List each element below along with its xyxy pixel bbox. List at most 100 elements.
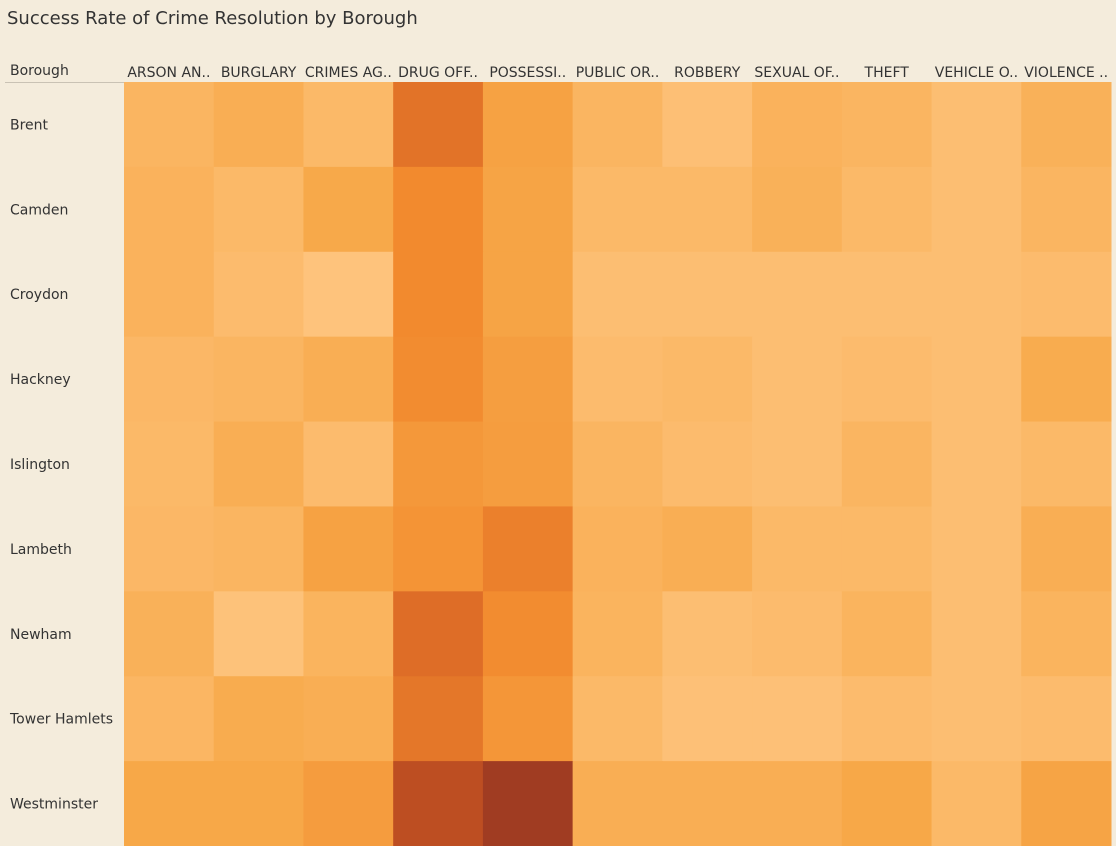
heatmap-cell[interactable] — [1021, 761, 1112, 846]
heatmap-cell[interactable] — [393, 676, 484, 762]
heatmap-cell[interactable] — [393, 506, 484, 592]
heatmap-cell[interactable] — [572, 421, 663, 507]
heatmap-cell[interactable] — [752, 421, 843, 507]
heatmap-cell[interactable] — [393, 336, 484, 423]
heatmap-cell[interactable] — [841, 166, 933, 253]
heatmap-cell[interactable] — [124, 506, 215, 592]
heatmap-cell[interactable] — [841, 591, 933, 677]
heatmap-cell[interactable] — [752, 336, 843, 423]
heatmap-cell[interactable] — [213, 82, 304, 168]
heatmap-cell[interactable] — [213, 336, 304, 423]
heatmap-cell[interactable] — [303, 506, 394, 592]
heatmap-cell[interactable] — [841, 336, 933, 423]
heatmap-cell[interactable] — [841, 761, 933, 846]
heatmap-cell[interactable] — [752, 591, 843, 677]
heatmap-cell[interactable] — [393, 82, 484, 168]
heatmap-cell[interactable] — [482, 251, 574, 338]
heatmap-cell[interactable] — [752, 251, 843, 338]
heatmap-cell[interactable] — [841, 82, 933, 168]
heatmap-cell[interactable] — [752, 506, 843, 592]
heatmap-cell[interactable] — [393, 251, 484, 338]
heatmap-cell[interactable] — [482, 591, 574, 677]
heatmap-cell[interactable] — [124, 336, 215, 423]
heatmap-cell[interactable] — [303, 421, 394, 507]
heatmap-cell[interactable] — [303, 166, 394, 253]
heatmap-cell[interactable] — [482, 676, 574, 762]
heatmap-cell[interactable] — [393, 761, 484, 846]
heatmap-cell[interactable] — [752, 676, 843, 762]
heatmap-cell[interactable] — [572, 591, 663, 677]
heatmap-cell[interactable] — [482, 761, 574, 846]
heatmap-cell[interactable] — [213, 761, 304, 846]
heatmap-cell[interactable] — [931, 591, 1022, 677]
heatmap-cell[interactable] — [1021, 421, 1112, 507]
heatmap-cell[interactable] — [662, 336, 753, 423]
heatmap-cell[interactable] — [303, 251, 394, 338]
heatmap-cell[interactable] — [662, 82, 753, 168]
heatmap-cell[interactable] — [1021, 591, 1112, 677]
heatmap-cell[interactable] — [931, 761, 1022, 846]
heatmap-cell[interactable] — [572, 506, 663, 592]
heatmap-cell[interactable] — [572, 82, 663, 168]
heatmap-cell[interactable] — [213, 166, 304, 253]
column-label: POSSESSI.. — [489, 65, 566, 81]
heatmap-cell[interactable] — [303, 761, 394, 846]
heatmap-cell[interactable] — [931, 336, 1022, 423]
heatmap-cell[interactable] — [572, 251, 663, 338]
heatmap-cell[interactable] — [303, 82, 394, 168]
heatmap-cell[interactable] — [1021, 82, 1112, 168]
heatmap-cell[interactable] — [662, 591, 753, 677]
heatmap-cell[interactable] — [931, 166, 1022, 253]
heatmap-cell[interactable] — [931, 676, 1022, 762]
heatmap-cell[interactable] — [482, 421, 574, 507]
heatmap-cell[interactable] — [841, 251, 933, 338]
heatmap-cell[interactable] — [213, 421, 304, 507]
heatmap-cell[interactable] — [1021, 336, 1112, 423]
heatmap-cell[interactable] — [393, 421, 484, 507]
heatmap-cell[interactable] — [662, 251, 753, 338]
heatmap-cell[interactable] — [662, 166, 753, 253]
heatmap-cell[interactable] — [572, 336, 663, 423]
heatmap-cell[interactable] — [482, 506, 574, 592]
heatmap-cell[interactable] — [213, 506, 304, 592]
heatmap-cell[interactable] — [752, 761, 843, 846]
heatmap-cell[interactable] — [303, 336, 394, 423]
heatmap-cell[interactable] — [1021, 251, 1112, 338]
heatmap-cell[interactable] — [662, 421, 753, 507]
heatmap-cell[interactable] — [1021, 676, 1112, 762]
heatmap-cell[interactable] — [393, 591, 484, 677]
heatmap-cell[interactable] — [482, 166, 574, 253]
heatmap-cell[interactable] — [213, 251, 304, 338]
heatmap-cell[interactable] — [1021, 166, 1112, 253]
heatmap-cell[interactable] — [303, 676, 394, 762]
heatmap-cell[interactable] — [572, 761, 663, 846]
heatmap-cell[interactable] — [662, 676, 753, 762]
heatmap-cell[interactable] — [482, 82, 574, 168]
heatmap-cell[interactable] — [213, 591, 304, 677]
heatmap-cell[interactable] — [124, 676, 215, 762]
heatmap-cell[interactable] — [124, 421, 215, 507]
heatmap-cell[interactable] — [931, 421, 1022, 507]
heatmap-cell[interactable] — [841, 676, 933, 762]
heatmap-cell[interactable] — [841, 506, 933, 592]
heatmap-cell[interactable] — [213, 676, 304, 762]
heatmap-cell[interactable] — [752, 166, 843, 253]
heatmap-cell[interactable] — [931, 82, 1022, 168]
heatmap-cell[interactable] — [1021, 506, 1112, 592]
heatmap-cell[interactable] — [931, 251, 1022, 338]
heatmap-cell[interactable] — [752, 82, 843, 168]
heatmap-cell[interactable] — [303, 591, 394, 677]
heatmap-cell[interactable] — [124, 82, 215, 168]
heatmap-cell[interactable] — [124, 166, 215, 253]
heatmap-cell[interactable] — [662, 506, 753, 592]
heatmap-cell[interactable] — [482, 336, 574, 423]
heatmap-cell[interactable] — [931, 506, 1022, 592]
heatmap-cell[interactable] — [572, 166, 663, 253]
heatmap-cell[interactable] — [124, 591, 215, 677]
heatmap-cell[interactable] — [393, 166, 484, 253]
heatmap-cell[interactable] — [124, 761, 215, 846]
heatmap-cell[interactable] — [124, 251, 215, 338]
heatmap-cell[interactable] — [841, 421, 933, 507]
heatmap-cell[interactable] — [572, 676, 663, 762]
heatmap-cell[interactable] — [662, 761, 753, 846]
